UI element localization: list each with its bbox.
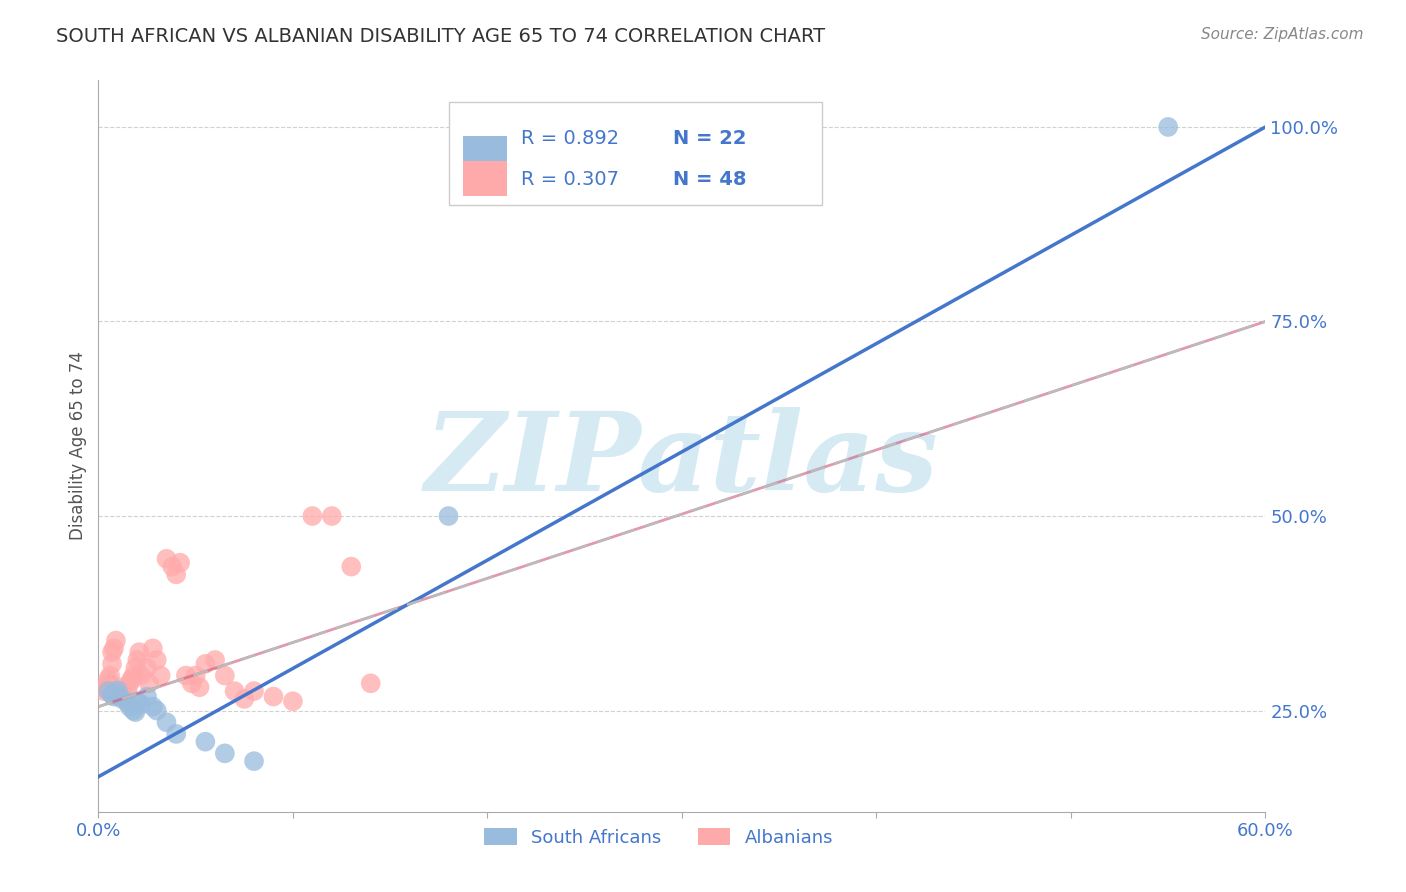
Point [97, 676, 120, 690]
Point [114, 692, 136, 706]
Point [117, 696, 139, 710]
Point [243, 684, 266, 698]
Legend: South Africans, Albanians: South Africans, Albanians [477, 822, 841, 854]
Point [142, 641, 165, 656]
Text: Source: ZipAtlas.com: Source: ZipAtlas.com [1201, 27, 1364, 42]
Point [162, 559, 184, 574]
Point [96, 680, 118, 694]
Point [103, 690, 125, 704]
Point [104, 633, 127, 648]
Point [224, 684, 246, 698]
Point [174, 668, 197, 682]
Point [169, 556, 191, 570]
Point [104, 686, 127, 700]
Point [93, 684, 115, 698]
Text: R = 0.307: R = 0.307 [520, 169, 619, 188]
Text: SOUTH AFRICAN VS ALBANIAN DISABILITY AGE 65 TO 74 CORRELATION CHART: SOUTH AFRICAN VS ALBANIAN DISABILITY AGE… [56, 27, 825, 45]
Point [1157, 120, 1180, 134]
Point [155, 551, 177, 566]
Point [98, 668, 121, 682]
Point [188, 680, 211, 694]
Point [165, 567, 187, 582]
Text: R = 0.892: R = 0.892 [520, 128, 619, 147]
Point [155, 715, 177, 730]
Point [146, 704, 169, 718]
FancyBboxPatch shape [463, 136, 508, 171]
Point [124, 705, 146, 719]
Point [184, 668, 207, 682]
Point [214, 668, 236, 682]
FancyBboxPatch shape [449, 103, 823, 204]
Point [437, 509, 460, 524]
FancyBboxPatch shape [463, 161, 508, 196]
Point [136, 661, 159, 675]
Point [118, 699, 141, 714]
Text: N = 48: N = 48 [672, 169, 747, 188]
Point [138, 676, 160, 690]
Text: ZIPatlas: ZIPatlas [425, 407, 939, 515]
Point [97, 684, 120, 698]
Point [101, 688, 124, 702]
Point [108, 680, 131, 694]
Point [101, 645, 124, 659]
Point [194, 657, 217, 671]
Point [127, 694, 149, 708]
Point [243, 754, 266, 768]
Point [214, 747, 236, 761]
Point [122, 668, 145, 682]
Point [112, 690, 135, 704]
Point [165, 727, 187, 741]
Point [262, 690, 284, 704]
Point [180, 676, 202, 690]
Y-axis label: Disability Age 65 to 74: Disability Age 65 to 74 [69, 351, 87, 541]
Point [111, 692, 134, 706]
Point [127, 653, 149, 667]
Point [124, 661, 146, 675]
Point [103, 641, 125, 656]
Point [107, 688, 129, 702]
Point [101, 657, 124, 671]
Point [281, 694, 304, 708]
Point [340, 559, 363, 574]
Point [194, 734, 217, 748]
Point [321, 509, 343, 524]
Point [118, 676, 141, 690]
Point [97, 673, 120, 687]
Point [146, 653, 169, 667]
Point [121, 673, 143, 687]
Point [360, 676, 382, 690]
Text: N = 22: N = 22 [672, 128, 747, 147]
Point [204, 653, 226, 667]
Point [107, 684, 129, 698]
Point [129, 668, 152, 682]
Point [122, 704, 145, 718]
Point [149, 668, 172, 682]
Point [142, 699, 165, 714]
Point [301, 509, 323, 524]
Point [117, 684, 139, 698]
Point [111, 684, 134, 698]
Point [107, 683, 129, 698]
Point [129, 698, 152, 712]
Point [128, 645, 150, 659]
Point [233, 692, 256, 706]
Point [136, 690, 159, 704]
